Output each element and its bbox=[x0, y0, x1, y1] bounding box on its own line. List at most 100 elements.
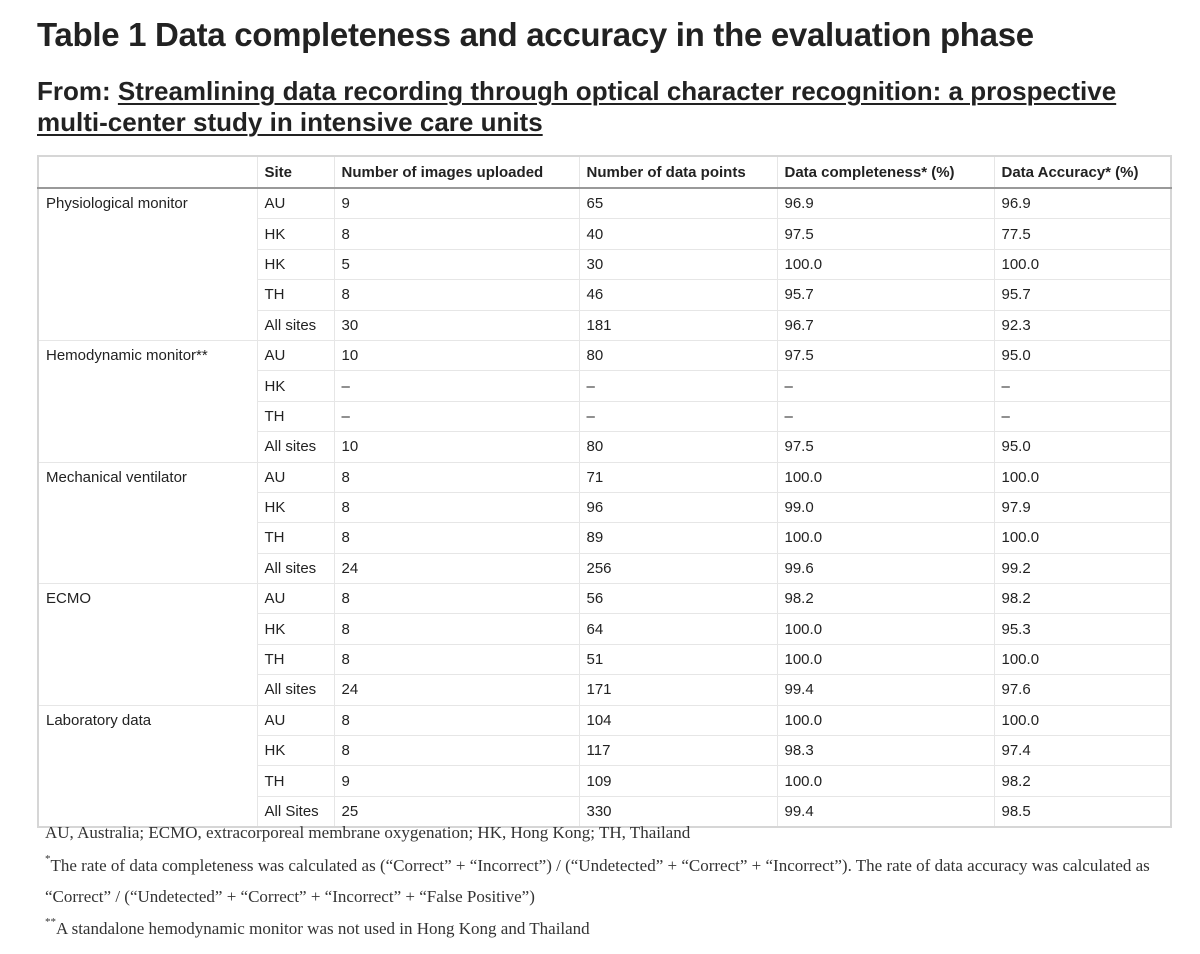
footnote-1-mark: * bbox=[45, 853, 51, 865]
footnote-abbreviations: AU, Australia; ECMO, extracorporeal memb… bbox=[45, 823, 691, 842]
site-cell: HK bbox=[256, 248, 334, 280]
table-row: HK 8 117 98.3 97.4 bbox=[38, 735, 1171, 766]
value-cell: 100.0 bbox=[776, 643, 994, 675]
value-cell: 8 bbox=[333, 583, 579, 614]
table-row: ECMO AU 8 56 98.2 98.2 bbox=[37, 583, 1171, 706]
value-cell: 10 bbox=[333, 339, 579, 371]
site-cell: AU bbox=[256, 461, 334, 493]
value-cell: 71 bbox=[578, 461, 777, 493]
column-header: Data Accuracy* (%) bbox=[993, 156, 1171, 189]
value-cell: 51 bbox=[578, 643, 777, 675]
value-cell: 171 bbox=[578, 674, 777, 706]
value-cell: 98.2 bbox=[993, 765, 1171, 797]
column-header: Number of data points bbox=[578, 156, 777, 189]
value-cell: 56 bbox=[578, 583, 777, 614]
value-cell: 100.0 bbox=[776, 765, 994, 797]
value-cell: 98.5 bbox=[993, 795, 1171, 828]
site-cell: TH bbox=[256, 765, 334, 797]
value-cell: 330 bbox=[578, 795, 777, 828]
table-row: All sites 24 171 99.4 97.6 bbox=[38, 674, 1171, 706]
value-cell: 95.7 bbox=[776, 279, 994, 311]
value-cell: 97.4 bbox=[993, 735, 1171, 766]
value-cell: 8 bbox=[333, 735, 579, 766]
value-cell: 5 bbox=[333, 248, 579, 280]
site-cell: AU bbox=[256, 704, 334, 736]
value-cell: 99.6 bbox=[776, 552, 994, 584]
table-row: HK 5 30 100.0 100.0 bbox=[38, 248, 1171, 280]
value-cell: 10 bbox=[333, 431, 579, 463]
value-cell: 8 bbox=[333, 613, 579, 645]
value-cell: 77.5 bbox=[993, 218, 1171, 250]
value-cell: 104 bbox=[578, 704, 777, 736]
value-cell: 109 bbox=[578, 765, 777, 797]
value-cell: 100.0 bbox=[993, 248, 1171, 280]
value-cell: 96.9 bbox=[993, 188, 1171, 219]
footnote-1-text: The rate of data completeness was calcul… bbox=[45, 856, 1150, 906]
value-cell: 95.0 bbox=[993, 339, 1171, 371]
table-row: TH 8 89 100.0 100.0 bbox=[38, 522, 1171, 554]
table-row: Mechanical ventilator AU 8 71 100.0 100.0 bbox=[37, 461, 1171, 584]
value-cell: 46 bbox=[578, 279, 777, 311]
value-cell: 98.3 bbox=[776, 735, 994, 766]
value-cell: – bbox=[776, 370, 994, 402]
value-cell: – bbox=[993, 400, 1171, 432]
value-cell: 98.2 bbox=[993, 583, 1171, 614]
site-cell: HK bbox=[256, 613, 334, 645]
site-cell: HK bbox=[256, 218, 334, 250]
page-title: Table 1 Data completeness and accuracy i… bbox=[37, 16, 1034, 53]
value-cell: 80 bbox=[578, 339, 777, 371]
value-cell: 100.0 bbox=[993, 643, 1171, 675]
table-row: HK 8 96 99.0 97.9 bbox=[38, 491, 1171, 523]
value-cell: 80 bbox=[578, 431, 777, 463]
value-cell: 100.0 bbox=[776, 704, 994, 736]
row-group-label: Physiological monitor bbox=[37, 188, 257, 341]
value-cell: 9 bbox=[333, 765, 579, 797]
site-cell: All sites bbox=[256, 431, 334, 463]
table-header: Site Number of images uploaded Number of d… bbox=[37, 156, 1171, 189]
value-cell: 9 bbox=[333, 188, 579, 219]
value-cell: 100.0 bbox=[776, 248, 994, 280]
value-cell: 117 bbox=[578, 735, 777, 766]
value-cell: 8 bbox=[333, 279, 579, 311]
value-cell: – bbox=[578, 370, 777, 402]
value-cell: 97.6 bbox=[993, 674, 1171, 706]
site-cell: AU bbox=[256, 339, 334, 371]
table-row: TH 8 51 100.0 100.0 bbox=[38, 643, 1171, 675]
table-row: All sites 30 181 96.7 92.3 bbox=[38, 309, 1171, 341]
value-cell: 95.3 bbox=[993, 613, 1171, 645]
value-cell: 92.3 bbox=[993, 309, 1171, 341]
table-row: HK 8 64 100.0 95.3 bbox=[38, 613, 1171, 645]
value-cell: 98.2 bbox=[776, 583, 994, 614]
table-row: All sites 10 80 97.5 95.0 bbox=[38, 431, 1171, 463]
value-cell: 25 bbox=[333, 795, 579, 828]
value-cell: 8 bbox=[333, 491, 579, 523]
value-cell: 99.2 bbox=[993, 552, 1171, 584]
site-cell: HK bbox=[256, 491, 334, 523]
site-cell: All Sites bbox=[256, 795, 334, 828]
site-cell: TH bbox=[256, 522, 334, 554]
value-cell: 64 bbox=[578, 613, 777, 645]
value-cell: 181 bbox=[578, 309, 777, 341]
source-article: From: Streamlining data recording throug… bbox=[37, 76, 1157, 138]
value-cell: 97.9 bbox=[993, 491, 1171, 523]
table-row: Laboratory data AU 8 104 100.0 100.0 bbox=[37, 704, 1171, 828]
table-row: Hemodynamic monitor** AU 10 80 97.5 95.0 bbox=[37, 339, 1171, 463]
site-cell: All sites bbox=[256, 674, 334, 706]
value-cell: 95.7 bbox=[993, 279, 1171, 311]
article-link[interactable]: Streamlining data recording through opti… bbox=[37, 76, 1117, 137]
value-cell: 95.0 bbox=[993, 431, 1171, 463]
table-row: All sites 24 256 99.6 99.2 bbox=[38, 552, 1171, 584]
value-cell: 96.9 bbox=[776, 188, 994, 219]
footnote-2: **A standalone hemodynamic monitor was n… bbox=[45, 913, 1165, 944]
value-cell: 97.5 bbox=[776, 339, 994, 371]
value-cell: 100.0 bbox=[993, 461, 1171, 493]
value-cell: 97.5 bbox=[776, 431, 994, 463]
value-cell: – bbox=[776, 400, 994, 432]
value-cell: 89 bbox=[578, 522, 777, 554]
value-cell: – bbox=[333, 400, 579, 432]
table-row: Physiological monitor AU 9 65 96.9 96.9 bbox=[37, 188, 1171, 341]
value-cell: 97.5 bbox=[776, 218, 994, 250]
site-cell: TH bbox=[256, 643, 334, 675]
value-cell: 8 bbox=[333, 643, 579, 675]
column-header: Number of images uploaded bbox=[333, 156, 579, 189]
